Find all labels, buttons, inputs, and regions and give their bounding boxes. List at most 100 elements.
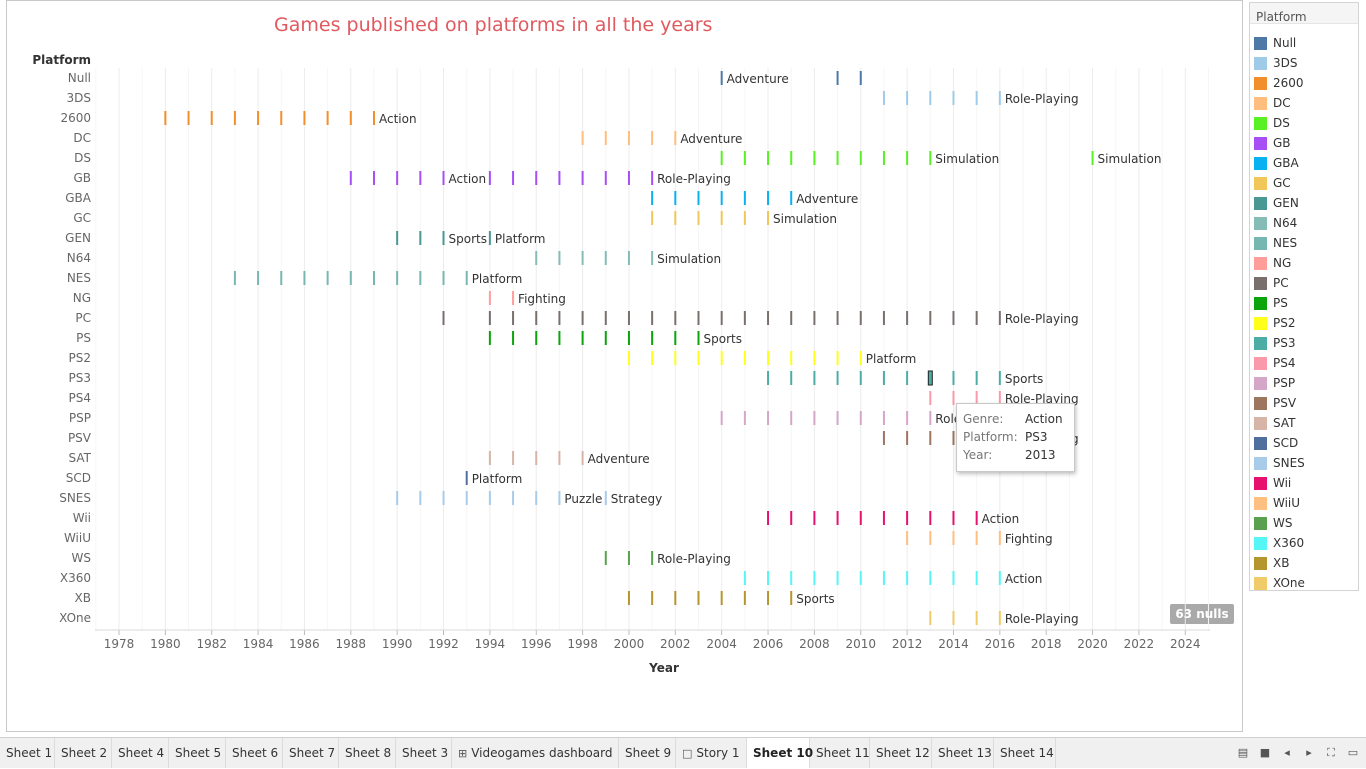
legend-item[interactable]: X360 (1254, 534, 1304, 552)
tab-story-1[interactable]: □ Story 1 (676, 738, 747, 768)
legend-swatch (1254, 416, 1267, 430)
legend-label: DS (1273, 116, 1290, 130)
y-tick-label: SCD (66, 471, 91, 485)
legend-item[interactable]: XOne (1254, 574, 1305, 592)
tab-sheet-8[interactable]: Sheet 8 (339, 738, 396, 768)
nulls-badge[interactable]: 63 nulls (1170, 604, 1234, 624)
tab-label: Sheet 9 (625, 746, 672, 760)
tab-sheet-5[interactable]: Sheet 5 (169, 738, 226, 768)
data-label: Sports (796, 592, 834, 606)
legend-item[interactable]: DC (1254, 94, 1291, 112)
legend-item[interactable]: PC (1254, 274, 1289, 292)
y-tick-label: PS2 (69, 351, 92, 365)
legend-label: PS2 (1273, 316, 1296, 330)
legend-label: PSP (1273, 376, 1296, 390)
legend-swatch (1254, 216, 1267, 230)
legend: Platform Null 3DS 2600 DC DS GB GBA GC GEN N64 NES… (1249, 2, 1359, 591)
legend-item[interactable]: 3DS (1254, 54, 1298, 72)
legend-item[interactable]: N64 (1254, 214, 1297, 232)
y-tick-label: PSP (69, 411, 91, 425)
x-tick-label: 1984 (243, 637, 274, 651)
tab-sheet-12[interactable]: Sheet 12 (870, 738, 932, 768)
tab-sheet-2[interactable]: Sheet 2 (55, 738, 112, 768)
legend-item[interactable]: XB (1254, 554, 1289, 572)
tab-sheet-1[interactable]: Sheet 1 (0, 738, 55, 768)
tab-sheet-14[interactable]: Sheet 14 (994, 738, 1056, 768)
legend-swatch (1254, 436, 1267, 450)
tab-label: Sheet 11 (816, 746, 870, 760)
legend-item[interactable]: 2600 (1254, 74, 1304, 92)
legend-swatch (1254, 456, 1267, 470)
data-label: Adventure (796, 192, 858, 206)
legend-item[interactable]: WS (1254, 514, 1292, 532)
y-axis-title: Platform (32, 53, 91, 67)
legend-item[interactable]: Null (1254, 34, 1296, 52)
legend-item[interactable]: PSV (1254, 394, 1296, 412)
tab-sheet-13[interactable]: Sheet 13 (932, 738, 994, 768)
tab-sheet-9[interactable]: Sheet 9 (619, 738, 676, 768)
tab-sheet-4[interactable]: Sheet 4 (112, 738, 169, 768)
legend-item[interactable]: PS4 (1254, 354, 1296, 372)
tab-sheet-11[interactable]: Sheet 11 (810, 738, 870, 768)
prev-sheet-icon[interactable]: ◂ (1284, 746, 1290, 759)
legend-item[interactable]: GBA (1254, 154, 1299, 172)
tab-videogames-dashboard[interactable]: ⊞ Videogames dashboard (452, 738, 619, 768)
sheet-sorter-icon[interactable]: ▤ (1237, 746, 1249, 759)
tab-sheet-10[interactable]: Sheet 10 (747, 738, 813, 768)
legend-swatch (1254, 336, 1267, 350)
next-sheet-icon[interactable]: ▸ (1306, 746, 1312, 759)
legend-item[interactable]: NG (1254, 254, 1291, 272)
legend-item[interactable]: SCD (1254, 434, 1298, 452)
tab-sheet-7[interactable]: Sheet 7 (283, 738, 339, 768)
legend-swatch (1254, 76, 1267, 90)
present-icon[interactable]: ▭ (1347, 746, 1359, 759)
fit-icon[interactable]: ⛶ (1327, 746, 1335, 759)
y-tick-label: N64 (67, 251, 91, 265)
data-label: Puzzle (564, 492, 602, 506)
legend-swatch (1254, 576, 1267, 590)
legend-swatch (1254, 356, 1267, 370)
legend-item[interactable]: PS (1254, 294, 1288, 312)
legend-item[interactable]: DS (1254, 114, 1290, 132)
legend-label: GBA (1273, 156, 1299, 170)
legend-item[interactable]: SNES (1254, 454, 1305, 472)
legend-swatch (1254, 276, 1267, 290)
data-label: Action (1005, 572, 1043, 586)
x-tick-label: 2008 (799, 637, 830, 651)
data-label: Role-Playing (657, 552, 731, 566)
legend-label: XOne (1273, 576, 1305, 590)
legend-item[interactable]: SAT (1254, 414, 1295, 432)
tab-sheet-6[interactable]: Sheet 6 (226, 738, 283, 768)
tab-label: Sheet 13 (938, 746, 992, 760)
legend-item[interactable]: PS2 (1254, 314, 1296, 332)
tab-sheet-3[interactable]: Sheet 3 (396, 738, 452, 768)
legend-item[interactable]: GC (1254, 174, 1291, 192)
y-tick-label: Wii (73, 511, 91, 525)
legend-item[interactable]: GEN (1254, 194, 1299, 212)
y-tick-label: GC (73, 211, 91, 225)
legend-label: Wii (1273, 476, 1292, 490)
legend-item[interactable]: GB (1254, 134, 1291, 152)
tooltip: Genre: Action Platform: PS3 Year: 2013 (956, 403, 1075, 472)
x-tick-label: 1980 (150, 637, 181, 651)
legend-swatch (1254, 236, 1267, 250)
legend-item[interactable]: Wii (1254, 474, 1291, 492)
legend-label: XB (1273, 556, 1290, 570)
legend-label: GEN (1273, 196, 1299, 210)
y-tick-label: SAT (69, 451, 92, 465)
data-label: Role-Playing (1005, 392, 1079, 406)
x-tick-label: 1986 (289, 637, 320, 651)
legend-label: SCD (1273, 436, 1299, 450)
y-tick-label: DS (74, 151, 91, 165)
legend-item[interactable]: PSP (1254, 374, 1295, 392)
tab-label: Sheet 7 (289, 746, 336, 760)
legend-swatch (1254, 96, 1267, 110)
legend-item[interactable]: NES (1254, 234, 1297, 252)
tab-label: Sheet 1 (6, 746, 53, 760)
legend-item[interactable]: WiiU (1254, 494, 1300, 512)
y-tick-label: GB (73, 171, 91, 185)
legend-item[interactable]: PS3 (1254, 334, 1296, 352)
filmstrip-icon[interactable]: ■ (1259, 746, 1271, 759)
data-label: Role-Playing (1005, 612, 1079, 626)
data-label: Fighting (518, 292, 566, 306)
